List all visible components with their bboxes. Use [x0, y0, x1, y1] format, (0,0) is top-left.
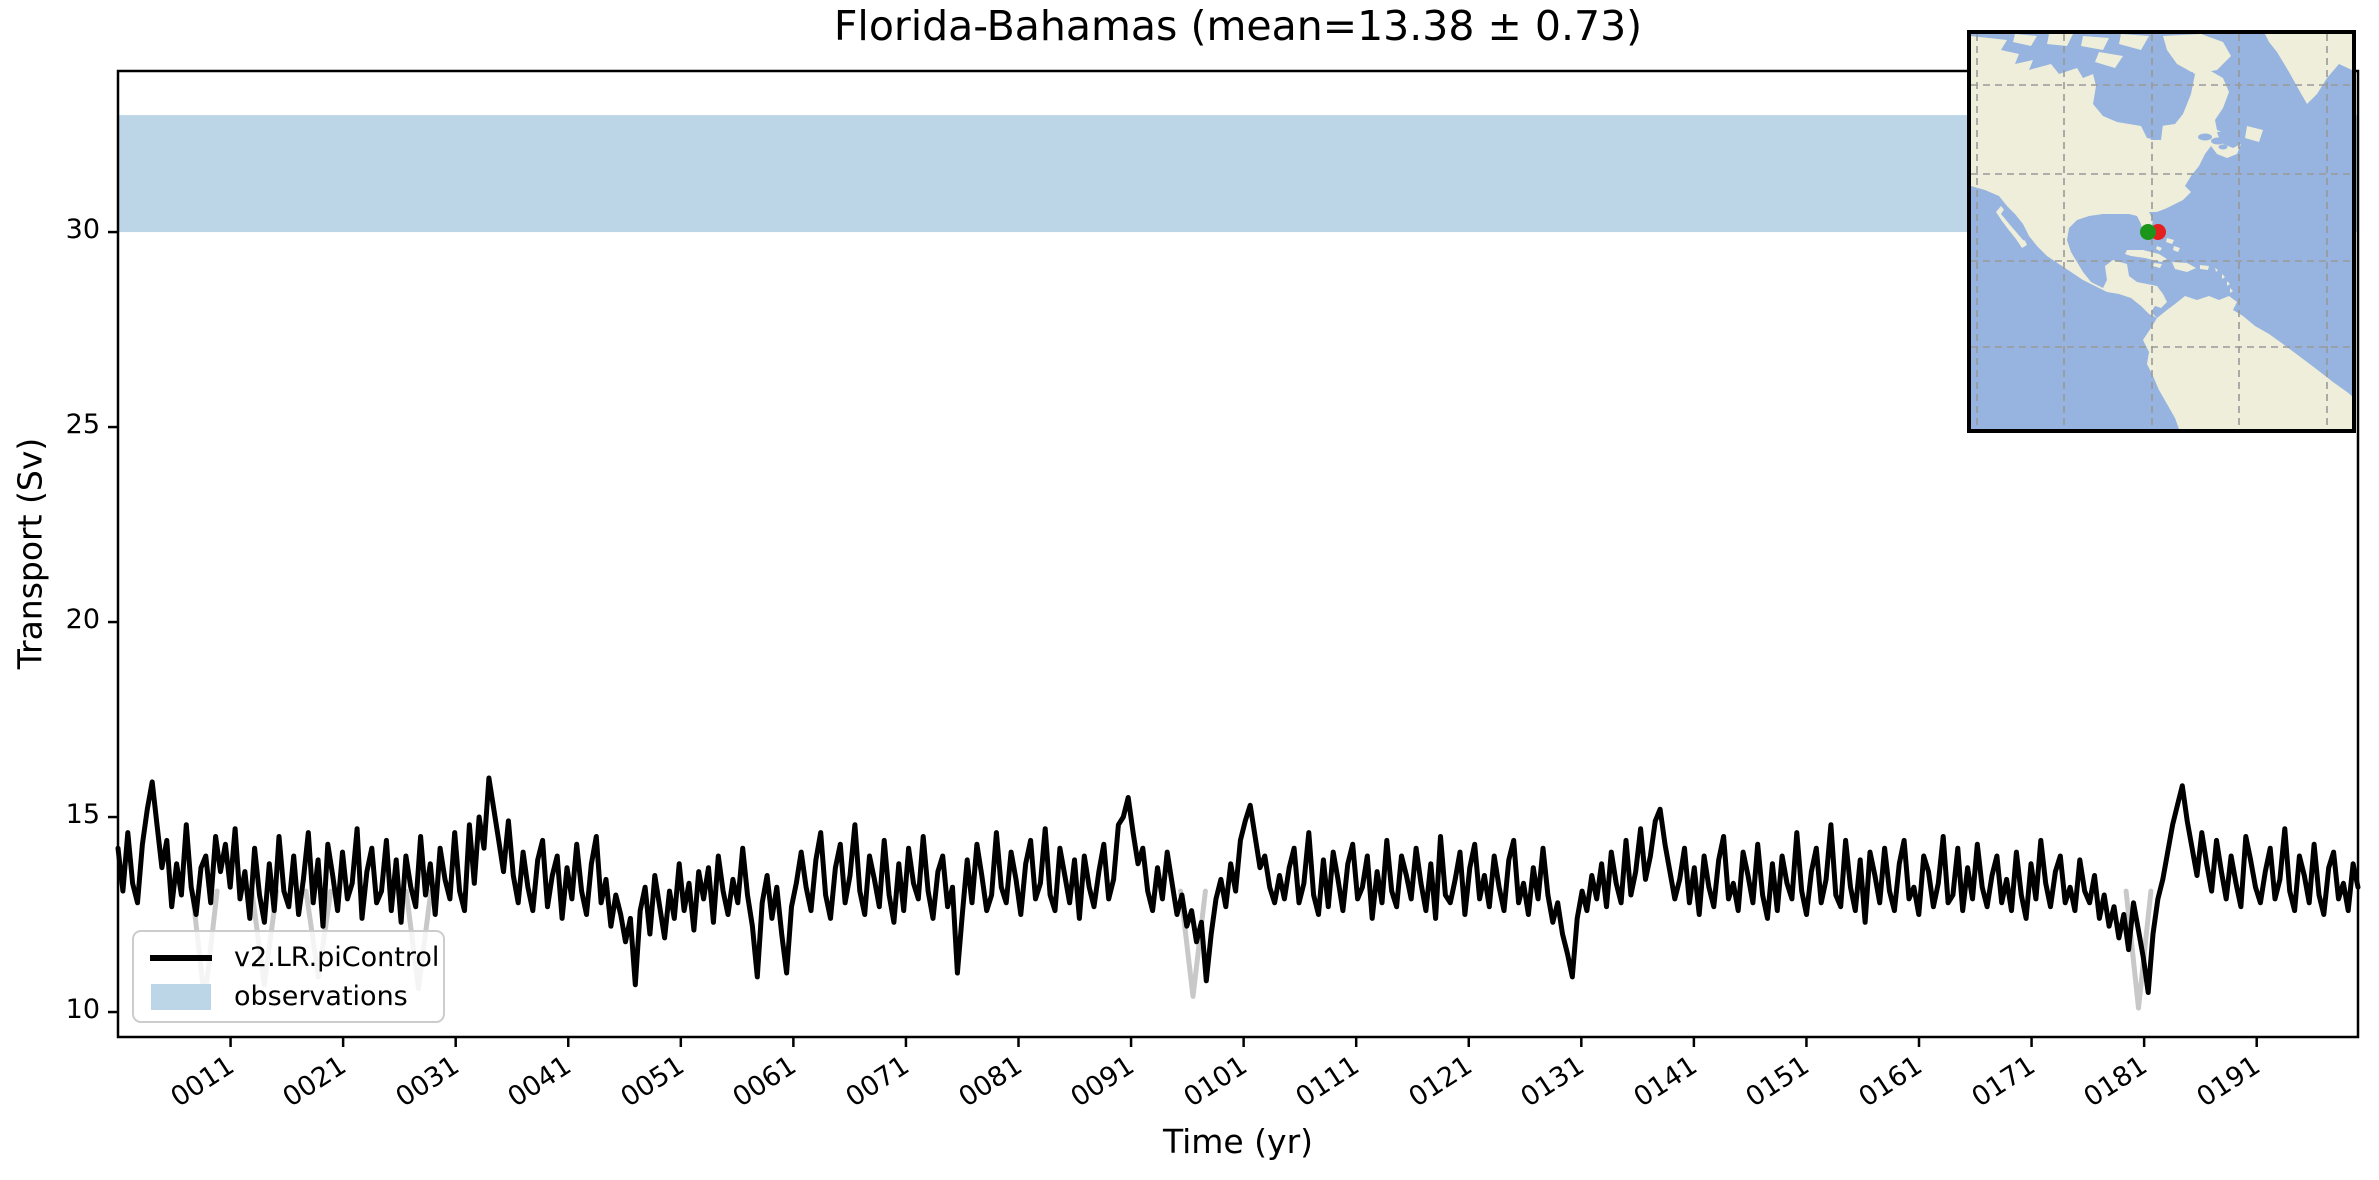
axes-spines	[116, 69, 2360, 1039]
bahamas	[2156, 246, 2162, 251]
green-marker	[2140, 224, 2156, 240]
arctic-island	[2013, 34, 2037, 46]
legend-item-observations: observations	[146, 977, 431, 1016]
baffin-island	[2163, 34, 2231, 74]
legend-label: observations	[234, 981, 408, 1012]
greenland	[2265, 34, 2352, 104]
bahamas	[2173, 246, 2180, 252]
series-v2.LR.piControl	[115, 775, 2361, 995]
legend-item-picontrol: v2.LR.piControl	[146, 938, 439, 977]
legend-patch-swatch	[151, 983, 211, 1010]
newfoundland	[2245, 126, 2263, 142]
jamaica	[2153, 263, 2162, 268]
great-lake	[2198, 133, 2212, 141]
cuba	[2125, 250, 2167, 262]
arctic-island	[2047, 34, 2073, 46]
hispaniola	[2172, 262, 2196, 272]
legend-line-swatch	[150, 954, 212, 961]
y-tick-label: 15	[65, 799, 100, 831]
lesser-antilles	[2230, 288, 2233, 293]
victoria-island	[2095, 52, 2123, 68]
great-lake	[2218, 144, 2228, 150]
great-lake	[2224, 134, 2234, 140]
map-gridlines	[1971, 34, 2352, 429]
x-axis-label: Time (yr)	[1162, 1122, 1314, 1161]
north-america-landmass	[1971, 36, 2241, 318]
gulf-of-california	[2001, 208, 2029, 242]
hudson-bay	[2097, 68, 2193, 140]
arctic-island	[2119, 34, 2149, 50]
lesser-antilles	[2222, 274, 2225, 279]
map-inset	[1967, 30, 2356, 433]
lesser-antilles	[2227, 281, 2230, 286]
chart-title: Florida-Bahamas (mean=13.38 ± 0.73)	[833, 2, 1643, 50]
y-tick-label: 10	[65, 994, 100, 1026]
americas-map	[1971, 34, 2352, 429]
bahamas	[2166, 238, 2174, 244]
south-america-landmass	[2143, 296, 2352, 429]
legend: v2.LR.piControl observations	[132, 930, 445, 1023]
y-tick-label: 25	[65, 409, 100, 441]
y-tick-label: 30	[65, 214, 100, 246]
lesser-antilles	[2215, 268, 2218, 272]
y-tick-label: 20	[65, 604, 100, 636]
puerto-rico	[2200, 265, 2209, 270]
great-lake	[2211, 137, 2225, 145]
legend-label: v2.LR.piControl	[234, 942, 440, 973]
arctic-island	[2081, 36, 2109, 50]
